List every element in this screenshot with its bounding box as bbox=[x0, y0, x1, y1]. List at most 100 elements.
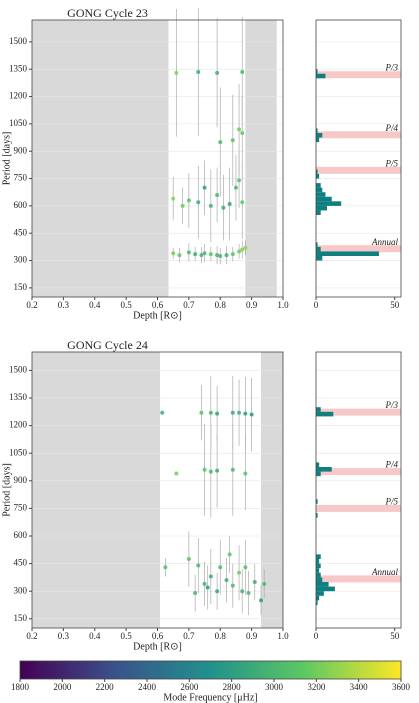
data-point bbox=[177, 253, 182, 258]
x-tick-label: 0.4 bbox=[89, 631, 101, 641]
histogram-bar bbox=[316, 183, 321, 188]
data-point bbox=[186, 250, 191, 255]
colorbar-swatch bbox=[166, 661, 170, 679]
colorbar-swatch bbox=[102, 661, 107, 679]
colorbar-swatch bbox=[397, 661, 402, 679]
y-tick-label: 150 bbox=[14, 282, 28, 292]
band-label: P/3 bbox=[385, 400, 399, 410]
x-tick-label: 0 bbox=[314, 631, 319, 641]
colorbar-swatch bbox=[381, 661, 386, 679]
y-tick-label: 1200 bbox=[9, 420, 28, 430]
x-tick-label: 0.6 bbox=[152, 300, 164, 310]
x-tick-label: 0.9 bbox=[246, 631, 258, 641]
colorbar-swatch bbox=[235, 661, 240, 679]
data-point bbox=[249, 412, 254, 417]
histogram-bar bbox=[316, 467, 332, 472]
band-label: P/5 bbox=[385, 496, 399, 506]
colorbar-swatch bbox=[258, 661, 262, 679]
data-point bbox=[224, 578, 229, 583]
y-tick-label: 1500 bbox=[9, 36, 28, 46]
data-point bbox=[240, 247, 245, 252]
histogram-bar bbox=[316, 407, 321, 412]
histogram-bar bbox=[316, 411, 334, 417]
colorbar-swatch bbox=[96, 661, 100, 679]
colorbar-swatch bbox=[188, 661, 192, 679]
y-tick-label: 300 bbox=[14, 585, 28, 595]
data-point bbox=[237, 127, 242, 132]
x-tick-label: 0 bbox=[314, 300, 319, 310]
colorbar-swatch bbox=[369, 661, 373, 679]
histogram-bar bbox=[316, 559, 320, 564]
histogram-bar bbox=[316, 73, 326, 79]
data-point bbox=[240, 69, 245, 74]
x-tick-label: 0.5 bbox=[121, 631, 133, 641]
colorbar-swatch bbox=[108, 661, 113, 679]
y-tick-label: 750 bbox=[14, 502, 28, 512]
x-tick-label: 1.0 bbox=[277, 631, 289, 641]
colorbar-swatch bbox=[89, 661, 94, 679]
y-tick-label: 1200 bbox=[9, 91, 28, 101]
colorbar-swatch bbox=[131, 661, 135, 679]
histogram-bar bbox=[316, 201, 342, 206]
data-point bbox=[224, 253, 229, 258]
data-point bbox=[240, 589, 245, 594]
colorbar-tick-label: 2600 bbox=[180, 682, 199, 692]
histogram-bar bbox=[316, 246, 321, 252]
colorbar-swatch bbox=[159, 661, 164, 679]
colorbar-swatch bbox=[156, 661, 161, 679]
colorbar-swatch bbox=[353, 661, 358, 679]
x-tick-label: 0.2 bbox=[26, 300, 37, 310]
histogram-bar bbox=[316, 255, 323, 261]
period-band bbox=[316, 575, 401, 583]
y-tick-label: 750 bbox=[14, 173, 28, 183]
data-point bbox=[215, 70, 220, 75]
colorbar-tick-label: 3200 bbox=[307, 682, 326, 692]
data-point bbox=[259, 598, 264, 603]
colorbar-swatch bbox=[350, 661, 354, 679]
axes-frame bbox=[315, 19, 402, 298]
data-point bbox=[218, 253, 223, 258]
x-tick-label: 0.5 bbox=[121, 300, 133, 310]
colorbar-swatch bbox=[254, 661, 259, 679]
histogram-bar bbox=[316, 600, 318, 605]
x-tick-label: 50 bbox=[390, 631, 400, 641]
histogram-bar bbox=[316, 196, 332, 202]
data-point bbox=[230, 138, 235, 143]
colorbar-swatch bbox=[277, 661, 281, 679]
data-point bbox=[202, 185, 207, 190]
histogram-bar bbox=[316, 499, 318, 504]
colorbar-swatch bbox=[178, 661, 183, 679]
data-point bbox=[193, 252, 198, 257]
data-point bbox=[174, 70, 179, 75]
shaded-region bbox=[245, 20, 277, 297]
colorbar-label: Mode Frequency [μHz] bbox=[163, 692, 257, 703]
colorbar-swatch bbox=[251, 661, 256, 679]
colorbar-swatch bbox=[280, 661, 285, 679]
colorbar-swatch bbox=[99, 661, 104, 679]
colorbar-swatch bbox=[267, 661, 272, 679]
colorbar-swatch bbox=[93, 661, 97, 679]
colorbar-swatch bbox=[118, 661, 123, 679]
data-point bbox=[221, 205, 226, 210]
colorbar-swatch bbox=[61, 661, 65, 679]
colorbar-swatch bbox=[239, 661, 243, 679]
colorbar-swatch bbox=[347, 661, 351, 679]
y-tick-label: 900 bbox=[14, 145, 28, 155]
colorbar-swatch bbox=[35, 661, 40, 679]
colorbar-swatch bbox=[147, 661, 151, 679]
band-label: P/4 bbox=[385, 460, 399, 470]
x-tick-label: 0.8 bbox=[215, 631, 227, 641]
colorbar-swatch bbox=[331, 661, 335, 679]
colorbar-swatch bbox=[185, 661, 189, 679]
colorbar-swatch bbox=[137, 661, 142, 679]
histogram-bar bbox=[316, 591, 324, 596]
x-tick-label: 0.2 bbox=[26, 631, 37, 641]
colorbar-swatch bbox=[385, 661, 389, 679]
band-label: P/3 bbox=[385, 63, 399, 73]
y-tick-label: 150 bbox=[14, 613, 28, 623]
y-axis-label: Period [days] bbox=[1, 132, 12, 186]
colorbar-swatch bbox=[337, 661, 342, 679]
chart-title: GONG Cycle 24 bbox=[67, 338, 148, 352]
colorbar-swatch bbox=[67, 661, 72, 679]
